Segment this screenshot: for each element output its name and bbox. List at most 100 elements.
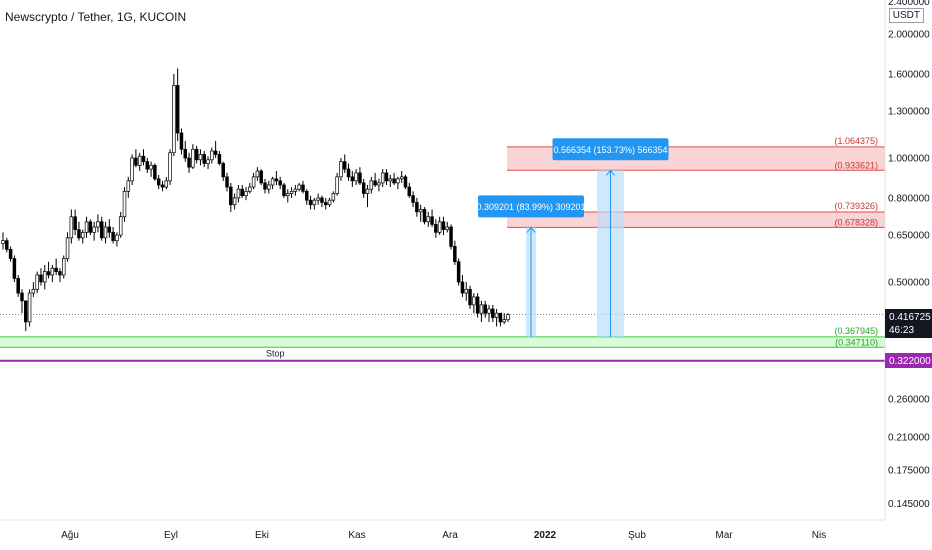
candle-countdown: 46:23 (889, 325, 914, 336)
price-tick-label: 0.210000 (888, 433, 930, 444)
candle (191, 144, 195, 170)
candle (392, 172, 396, 185)
candle (498, 312, 503, 327)
candle (179, 128, 184, 155)
candle (46, 261, 51, 279)
candle (267, 180, 271, 194)
candle (468, 285, 472, 309)
time-tick-label: Kas (348, 530, 365, 541)
candle (346, 163, 351, 181)
candle (312, 197, 317, 210)
candle (1, 232, 5, 250)
candle (35, 271, 39, 294)
candle (213, 140, 218, 158)
candle (58, 268, 62, 282)
candle (244, 187, 248, 201)
chart-title: Newscrypto / Tether, 1G, KUCOIN (5, 10, 187, 24)
price-tick-label: 0.145000 (888, 499, 930, 510)
zone-top-label: (1.064375) (834, 136, 878, 146)
candle (149, 161, 153, 177)
candle (137, 152, 142, 171)
stop-price-badge: 0.322000 (885, 353, 932, 368)
price-tick-label: 0.500000 (888, 278, 930, 289)
candle (206, 156, 210, 170)
candle (141, 149, 146, 166)
time-axis[interactable]: Ağu Eyl Eki Kas Ara 2022 Şub Mar Nis (0, 519, 885, 541)
candle (202, 150, 206, 168)
candle (251, 172, 256, 190)
zone-bottom-label: (0.678328) (834, 217, 878, 227)
candle (107, 219, 112, 238)
time-tick-label: Eyl (164, 530, 178, 541)
entry-zone[interactable]: (0.367945)(0.347110) (0, 326, 885, 348)
zone-bottom-label: (0.933621) (834, 160, 878, 170)
candle (115, 232, 119, 247)
stop-price-value: 0.322000 (889, 356, 931, 367)
candle (84, 216, 89, 238)
candle (426, 211, 431, 227)
candle (407, 182, 412, 198)
candle (160, 180, 165, 192)
candle (494, 308, 499, 327)
candle (369, 176, 374, 194)
time-tick-labels: Ağu Eyl Eki Kas Ara 2022 Şub Mar Nis (61, 530, 826, 541)
candle (289, 187, 294, 198)
candle (335, 172, 339, 196)
candle (270, 176, 275, 190)
currency-unit-button[interactable]: USDT (888, 8, 924, 23)
zone-top-label: (0.367945) (834, 326, 878, 336)
time-tick-label: Eki (255, 530, 269, 541)
price-tick-label: 2.400000 (888, 0, 930, 8)
price-range-measure[interactable]: 0.566354 (153.73%) 566354 (552, 138, 669, 337)
candle (259, 169, 263, 185)
candle (232, 193, 237, 210)
candle (65, 232, 70, 262)
measure-label: 0.566354 (153.73%) 566354 (553, 145, 667, 155)
candle (168, 149, 172, 185)
current-price-value: 0.416725 (889, 312, 931, 323)
candle (210, 147, 214, 164)
price-tick-label: 2.000000 (888, 30, 930, 41)
candle (5, 237, 9, 253)
candle (464, 282, 468, 301)
candle (27, 289, 32, 327)
price-tick-label: 1.600000 (888, 69, 930, 80)
candle (96, 214, 100, 233)
candle (418, 204, 423, 222)
candle (122, 187, 127, 222)
time-tick-label: Ağu (61, 530, 79, 541)
candle (377, 178, 381, 192)
price-axis[interactable]: 2.400000 2.000000 1.600000 1.300000 1.000000… (884, 0, 930, 520)
time-tick-label: Ara (442, 530, 458, 541)
candle (50, 264, 55, 282)
candle (380, 169, 385, 188)
price-range-measure[interactable]: 0.309201 (83.99%) 309201 (476, 195, 586, 337)
candle (69, 209, 74, 244)
candle (479, 300, 484, 322)
candle (396, 176, 400, 190)
candle (282, 182, 286, 198)
candle (331, 191, 336, 203)
candle (460, 274, 465, 297)
zone-bottom-label: (0.347110) (835, 337, 878, 347)
candle (384, 169, 389, 185)
candle (308, 195, 313, 210)
candle (365, 184, 370, 208)
candle (194, 145, 199, 164)
candle (20, 289, 24, 314)
candle (172, 73, 176, 157)
candle (305, 189, 309, 205)
candle (456, 258, 461, 286)
candle (445, 221, 449, 233)
candle (24, 300, 28, 332)
current-price-badge: 0.416725 46:23 (885, 309, 932, 338)
time-tick-label: 2022 (534, 530, 557, 541)
candle (73, 209, 77, 236)
candle (483, 300, 487, 318)
candle (301, 180, 305, 194)
candle (342, 154, 347, 173)
candle (437, 216, 442, 236)
measure-tools[interactable]: 0.309201 (83.99%) 309201 0.566354 (153.73… (476, 138, 669, 337)
candle (225, 172, 229, 192)
